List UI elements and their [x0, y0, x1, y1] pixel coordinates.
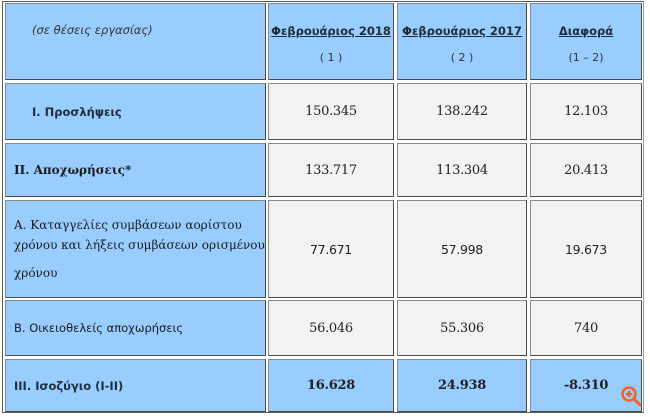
- header-col-feb-2018: Φεβρουάριος 2018 ( 1 ): [268, 3, 394, 80]
- column-title[interactable]: Φεβρουάριος 2018: [271, 24, 391, 38]
- column-subtitle: (1 – 2): [568, 51, 604, 64]
- value-cell: 12.103: [530, 83, 642, 140]
- value-cell: 16.628: [268, 359, 394, 412]
- column-subtitle: ( 2 ): [450, 51, 474, 64]
- row-label: ΙΙΙ. Ισοζύγιο (Ι-ΙΙ): [14, 378, 124, 393]
- value-cell: 113.304: [397, 143, 527, 197]
- value-cell: 19.673: [530, 200, 642, 298]
- value-cell: 24.938: [397, 359, 527, 412]
- value-cell: -8.310: [530, 359, 642, 412]
- row-label: Ι. Προσλήψεις: [32, 104, 122, 119]
- value-cell: 57.998: [397, 200, 527, 298]
- value-cell: 77.671: [268, 200, 394, 298]
- row-label-hires: Ι. Προσλήψεις: [5, 83, 266, 140]
- header-col-difference: Διαφορά (1 – 2): [530, 3, 642, 80]
- header-col-feb-2017: Φεβρουάριος 2017 ( 2 ): [397, 3, 527, 80]
- row-label-line: Α. Καταγγελίες συμβάσεων αορίστου: [14, 218, 242, 232]
- value-cell: 20.413: [530, 143, 642, 197]
- value-cell: 740: [530, 300, 642, 356]
- header-unit-cell: (σε θέσεις εργασίας): [5, 3, 266, 80]
- row-label-balance: ΙΙΙ. Ισοζύγιο (Ι-ΙΙ): [5, 359, 266, 412]
- value-cell: 133.717: [268, 143, 394, 197]
- column-title[interactable]: Διαφορά: [558, 24, 614, 38]
- row-label-line: χρόνου και λήξεις συμβάσεων ορισμένου: [14, 238, 265, 252]
- row-label-departures: ΙΙ. Αποχωρήσεις*: [5, 143, 266, 197]
- value-cell: 56.046: [268, 300, 394, 356]
- row-label: Β. Οικειοθελείς αποχωρήσεις: [14, 321, 184, 335]
- column-title[interactable]: Φεβρουάριος 2017: [402, 24, 522, 38]
- value-cell: 55.306: [397, 300, 527, 356]
- row-label-dismissals: Α. Καταγγελίες συμβάσεων αορίστου χρόνου…: [5, 200, 266, 298]
- value-cell: 138.242: [397, 83, 527, 140]
- zoom-in-icon[interactable]: [620, 385, 642, 407]
- row-label-voluntary-departures: Β. Οικειοθελείς αποχωρήσεις: [5, 300, 266, 356]
- row-label-line: χρόνου: [14, 266, 58, 280]
- unit-note: (σε θέσεις εργασίας): [32, 23, 153, 37]
- column-subtitle: ( 1 ): [319, 51, 343, 64]
- value-cell: 150.345: [268, 83, 394, 140]
- row-label: ΙΙ. Αποχωρήσεις*: [14, 163, 132, 177]
